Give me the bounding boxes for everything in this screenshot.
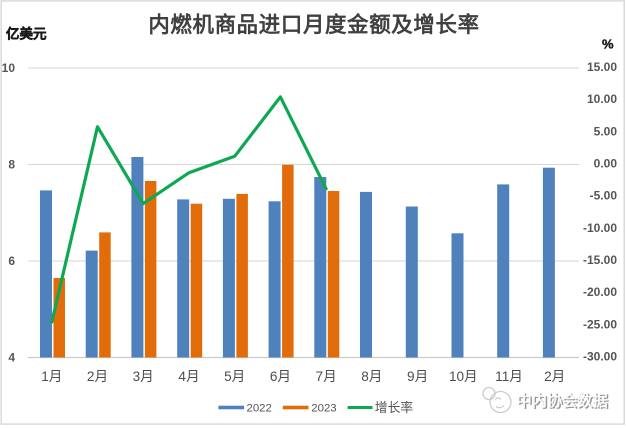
svg-text:2022: 2022 xyxy=(247,402,272,414)
svg-text:2月: 2月 xyxy=(87,369,108,384)
svg-text:10月: 10月 xyxy=(449,369,478,384)
svg-text:亿美元: 亿美元 xyxy=(6,26,47,42)
svg-text:中内协会数据: 中内协会数据 xyxy=(517,392,608,410)
svg-text:内燃机商品进口月度金额及增长率: 内燃机商品进口月度金额及增长率 xyxy=(148,12,479,37)
svg-text:-30.00: -30.00 xyxy=(583,350,617,364)
svg-text:7月: 7月 xyxy=(316,369,337,384)
svg-text:-20.00: -20.00 xyxy=(583,285,617,299)
svg-text:1月: 1月 xyxy=(41,369,62,384)
svg-text:3月: 3月 xyxy=(133,369,154,384)
svg-text:5月: 5月 xyxy=(224,369,245,384)
svg-text:5.00: 5.00 xyxy=(594,124,618,138)
svg-text:增长率: 增长率 xyxy=(375,400,414,415)
svg-text:11月: 11月 xyxy=(495,369,523,384)
svg-text:4月: 4月 xyxy=(178,369,199,384)
svg-text:10: 10 xyxy=(2,61,16,75)
svg-text:8: 8 xyxy=(8,158,15,172)
svg-text:9月: 9月 xyxy=(407,369,428,384)
svg-text:10.00: 10.00 xyxy=(587,92,617,106)
svg-text:6: 6 xyxy=(8,254,15,268)
svg-text:%: % xyxy=(602,37,614,52)
svg-text:6月: 6月 xyxy=(270,369,291,384)
svg-text:0.00: 0.00 xyxy=(594,157,618,171)
svg-text:-5.00: -5.00 xyxy=(590,189,618,203)
svg-text:2月: 2月 xyxy=(544,369,565,384)
svg-text:-25.00: -25.00 xyxy=(583,317,617,331)
svg-text:2023: 2023 xyxy=(311,402,336,414)
svg-text:-15.00: -15.00 xyxy=(583,253,617,267)
svg-text:8月: 8月 xyxy=(361,369,382,384)
svg-text:-10.00: -10.00 xyxy=(583,221,617,235)
svg-text:中内协会数据: 中内协会数据 xyxy=(518,393,609,411)
svg-text:15.00: 15.00 xyxy=(587,60,617,74)
svg-text:4: 4 xyxy=(8,351,15,365)
